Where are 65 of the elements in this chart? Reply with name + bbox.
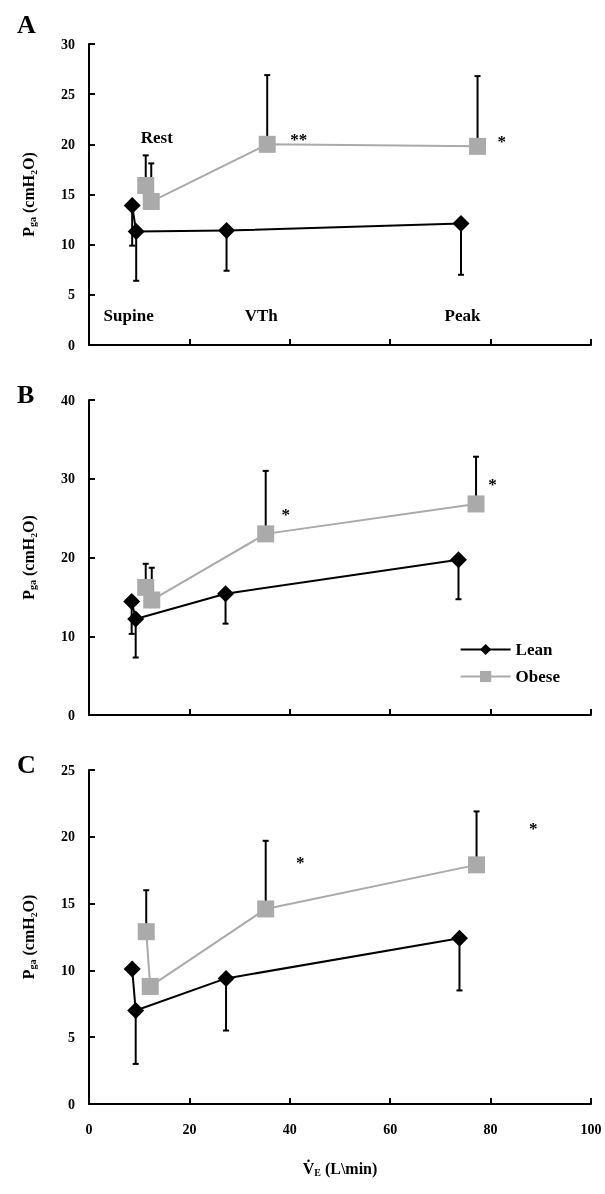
point (137, 176, 155, 194)
point (468, 856, 486, 874)
y-tick-label: 40 (61, 392, 75, 408)
y-tick-label: 5 (68, 287, 75, 303)
y-tick-label: 5 (68, 1029, 75, 1045)
annotation: Peak (444, 306, 481, 326)
chart-title: B (17, 379, 35, 409)
y-tick-label: 10 (61, 962, 75, 978)
y-tick-label: 0 (68, 1096, 75, 1112)
point (258, 135, 276, 153)
annotation: Rest (140, 127, 174, 147)
x-tick-label: 100 (580, 1121, 602, 1137)
point (257, 900, 275, 918)
x-tick-label: 80 (483, 1121, 498, 1137)
point (217, 585, 235, 603)
point (449, 551, 467, 569)
annotation: * (296, 852, 305, 872)
point (450, 929, 468, 947)
chart-title: A (17, 9, 36, 39)
legend-label: Lean (515, 640, 553, 659)
annotation: ** (290, 129, 308, 149)
point (143, 591, 161, 609)
x-tick-label: 60 (383, 1121, 398, 1137)
point (123, 593, 141, 611)
chart-title: C (17, 749, 36, 779)
point (137, 923, 155, 941)
annotation: * (497, 131, 506, 151)
point (123, 197, 141, 215)
y-tick-label: 20 (61, 550, 75, 565)
point (452, 215, 470, 233)
y-axis-title: Pga (cmH₂O) (19, 894, 38, 980)
y-tick-label: 20 (61, 829, 75, 845)
point (218, 222, 236, 240)
y-axis-title: Pga (cmH₂O) (19, 152, 38, 237)
point (127, 1001, 145, 1019)
x-tick-label: 40 (282, 1121, 297, 1137)
point (217, 969, 235, 987)
point (142, 193, 160, 211)
point (127, 223, 145, 241)
y-tick-label: 15 (61, 896, 75, 912)
y-tick-label: 10 (61, 628, 75, 644)
x-tick-label: 20 (182, 1121, 197, 1137)
point (257, 525, 275, 543)
y-tick-label: 0 (68, 707, 75, 723)
y-tick-label: 25 (61, 762, 75, 778)
point (127, 610, 145, 628)
y-tick-label: 15 (61, 187, 75, 202)
y-tick-label: 30 (61, 36, 75, 52)
y-tick-label: 25 (61, 86, 75, 102)
point (123, 960, 141, 978)
y-tick-label: 30 (61, 471, 75, 487)
legend-label: Obese (515, 667, 561, 686)
annotation: Supine (103, 306, 155, 326)
annotation: * (529, 819, 538, 839)
y-tick-label: 20 (61, 136, 75, 152)
annotation: VTh (244, 306, 279, 326)
point (467, 495, 485, 513)
x-tick-label: 0 (85, 1121, 93, 1137)
annotation: * (488, 474, 497, 494)
point (141, 977, 159, 995)
y-tick-label: 10 (61, 237, 75, 253)
y-axis-title: Pga (cmH₂O) (19, 515, 38, 600)
point (469, 137, 487, 155)
annotation: * (281, 504, 291, 524)
y-tick-label: 0 (68, 337, 75, 353)
